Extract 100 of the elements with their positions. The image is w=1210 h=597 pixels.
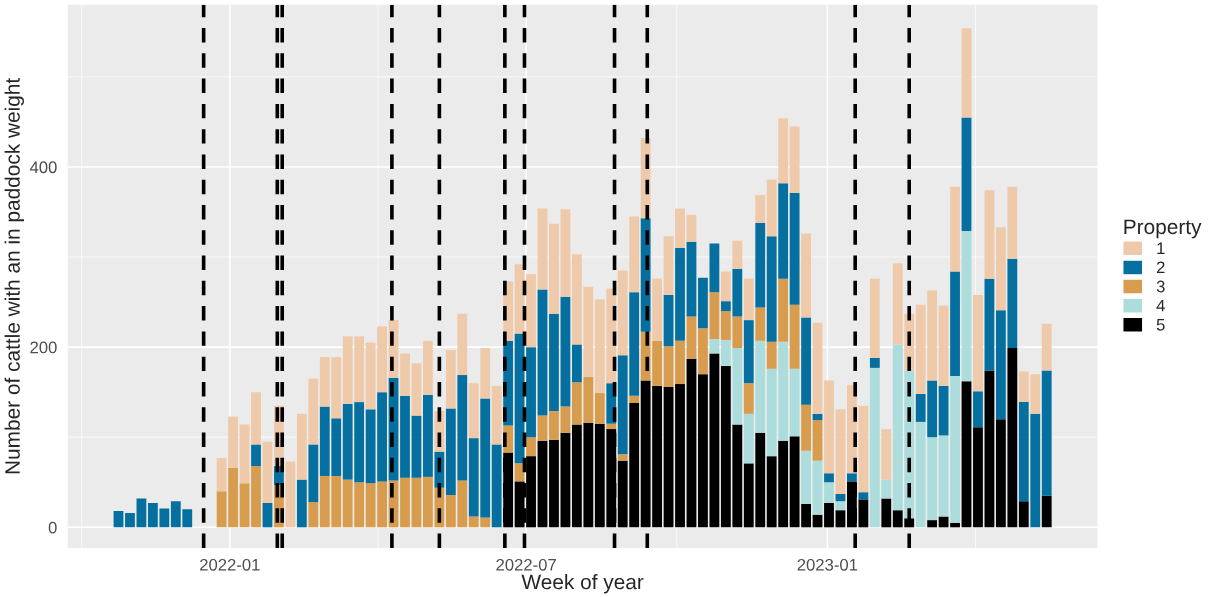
bar (812, 460, 823, 515)
bar (1018, 501, 1029, 528)
x-tick-label: 2023-01 (797, 558, 858, 571)
bar (675, 208, 685, 249)
bar (961, 28, 972, 118)
bar (251, 444, 261, 467)
bar (801, 450, 811, 504)
bar (755, 194, 766, 223)
bar (973, 391, 983, 428)
bar (411, 363, 422, 416)
bar (824, 473, 834, 483)
bar (847, 473, 857, 482)
bar (812, 322, 823, 414)
bar (663, 386, 674, 528)
bar (801, 404, 811, 451)
bar (675, 340, 685, 385)
bar (709, 339, 720, 354)
bar (526, 274, 536, 348)
bar (835, 409, 846, 494)
bar (686, 214, 697, 242)
bar (858, 492, 869, 500)
bar (720, 271, 731, 302)
y-tick-label: 400 (29, 161, 57, 174)
bar (285, 461, 296, 528)
bar (778, 278, 789, 342)
bar (136, 498, 147, 528)
bar (766, 341, 777, 369)
bar (675, 384, 685, 528)
bar (571, 344, 582, 383)
legend-label: 3 (1156, 280, 1165, 293)
bar (560, 432, 571, 528)
bar (686, 316, 697, 359)
bar (927, 520, 938, 528)
bar (262, 441, 273, 503)
bar (1041, 495, 1052, 528)
bar (950, 375, 960, 523)
bar (743, 278, 754, 321)
bar (801, 317, 811, 405)
bar (961, 230, 972, 382)
bar (423, 340, 433, 395)
bar (251, 466, 261, 528)
bar (961, 117, 972, 231)
bar (789, 126, 800, 194)
bar (606, 423, 617, 430)
bar (938, 305, 949, 386)
bar (400, 353, 410, 396)
x-tick-label: 2022-01 (200, 558, 260, 571)
legend-label: 4 (1156, 299, 1165, 312)
bar (755, 307, 766, 341)
bar (308, 502, 319, 528)
bar (973, 427, 983, 528)
bar (869, 357, 880, 368)
bar (824, 503, 834, 528)
bar (984, 370, 995, 528)
bar (824, 380, 834, 474)
bar (801, 233, 811, 318)
bar (732, 240, 743, 269)
bar (824, 482, 834, 503)
bar (881, 498, 892, 528)
bar (950, 271, 960, 376)
bar (938, 385, 949, 436)
bar (251, 392, 261, 445)
bar (950, 186, 960, 272)
bar (950, 522, 960, 528)
bar (743, 383, 754, 414)
bar (113, 511, 124, 528)
bar (663, 236, 674, 295)
bar (812, 420, 823, 461)
bar (549, 411, 559, 440)
bar (526, 347, 536, 438)
bar (789, 304, 800, 369)
bar (526, 437, 536, 457)
bar (262, 503, 273, 528)
legend-title: Property (1124, 219, 1202, 239)
bar (663, 294, 674, 347)
bar (686, 358, 697, 528)
x-tick-label: 2022-07 (496, 558, 556, 571)
bar (491, 385, 502, 445)
legend-label: 5 (1156, 319, 1165, 331)
bar (125, 512, 135, 528)
bar (411, 415, 422, 478)
bar (984, 278, 995, 371)
bar (239, 483, 250, 528)
bar (1041, 323, 1052, 371)
bar (411, 477, 422, 528)
bar (663, 346, 674, 387)
bar (491, 444, 502, 528)
bar (537, 208, 548, 290)
bar (400, 477, 410, 528)
bar (549, 439, 559, 528)
bar (789, 193, 800, 305)
bar (549, 223, 559, 314)
bar (881, 429, 892, 480)
bar (984, 190, 995, 279)
y-tick-label: 200 (30, 341, 57, 354)
bar (835, 501, 846, 511)
bar (973, 294, 983, 392)
x-axis-title: Week of year (521, 574, 644, 594)
bar (537, 289, 548, 416)
legend-label: 1 (1157, 242, 1165, 254)
